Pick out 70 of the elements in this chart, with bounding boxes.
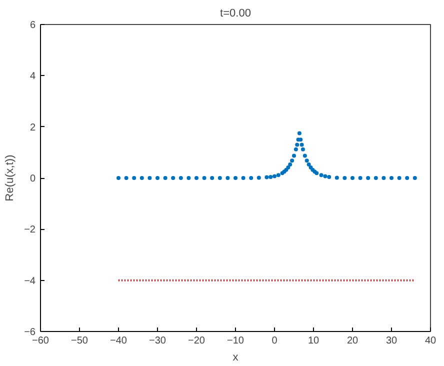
- point: [268, 174, 273, 179]
- point: [390, 176, 394, 180]
- x-axis-title: x: [232, 352, 239, 364]
- point: [306, 162, 311, 166]
- point: [374, 176, 378, 180]
- point: [288, 162, 292, 166]
- point: [327, 174, 332, 179]
- y-tick-label: −6: [24, 327, 36, 338]
- x-tick-label: −60: [32, 336, 50, 346]
- point: [171, 176, 176, 180]
- x-tick-label: 0: [272, 336, 278, 346]
- point: [366, 176, 370, 180]
- point: [292, 154, 296, 158]
- point: [300, 142, 304, 147]
- x-tick-label: −20: [188, 336, 206, 346]
- point: [350, 176, 354, 180]
- point: [302, 154, 307, 158]
- point: [382, 176, 386, 180]
- point: [300, 147, 305, 152]
- point: [276, 173, 280, 178]
- point: [186, 176, 191, 180]
- x-tick-label: 30: [386, 336, 398, 346]
- point: [148, 176, 152, 180]
- point: [249, 176, 254, 180]
- point: [163, 176, 168, 180]
- point: [156, 176, 160, 180]
- point: [358, 176, 362, 180]
- point: [178, 176, 183, 180]
- x-tick-label: −30: [149, 336, 166, 346]
- point: [194, 176, 198, 180]
- point: [241, 176, 246, 180]
- point: [405, 176, 410, 180]
- point: [319, 173, 324, 178]
- x-tick-label: −50: [71, 336, 88, 346]
- point: [323, 174, 328, 178]
- point: [140, 176, 144, 180]
- x-tick-label: 20: [346, 336, 358, 346]
- point: [397, 176, 402, 180]
- point: [116, 176, 120, 180]
- point: [210, 176, 214, 180]
- y-tick-label: 6: [30, 20, 36, 31]
- point: [298, 138, 303, 142]
- x-tick-label: −40: [110, 336, 128, 346]
- y-tick-label: −4: [24, 276, 36, 287]
- point: [226, 176, 230, 180]
- point: [297, 131, 302, 136]
- point: [290, 158, 294, 163]
- y-tick-label: 2: [30, 122, 36, 134]
- point: [412, 176, 417, 180]
- point: [202, 176, 206, 180]
- y-tick-label: 4: [30, 71, 36, 82]
- point: [264, 175, 269, 180]
- x-tick-label: 10: [308, 336, 320, 346]
- y-axis-title: Re(u(x,t)): [4, 154, 16, 202]
- chart-title: t=0.00: [220, 8, 251, 20]
- y-tick-label: 0: [30, 174, 36, 184]
- point: [256, 176, 261, 180]
- point: [295, 142, 300, 147]
- point: [304, 158, 309, 163]
- point: [294, 147, 298, 152]
- x-tick-label: 40: [424, 336, 436, 346]
- y-tick-label: −2: [24, 224, 36, 236]
- point: [218, 176, 222, 180]
- point: [132, 176, 136, 180]
- point: [234, 176, 238, 180]
- point: [272, 174, 276, 178]
- x-tick-label: −10: [227, 336, 244, 346]
- point: [342, 176, 347, 180]
- point: [334, 176, 339, 180]
- point: [124, 176, 128, 180]
